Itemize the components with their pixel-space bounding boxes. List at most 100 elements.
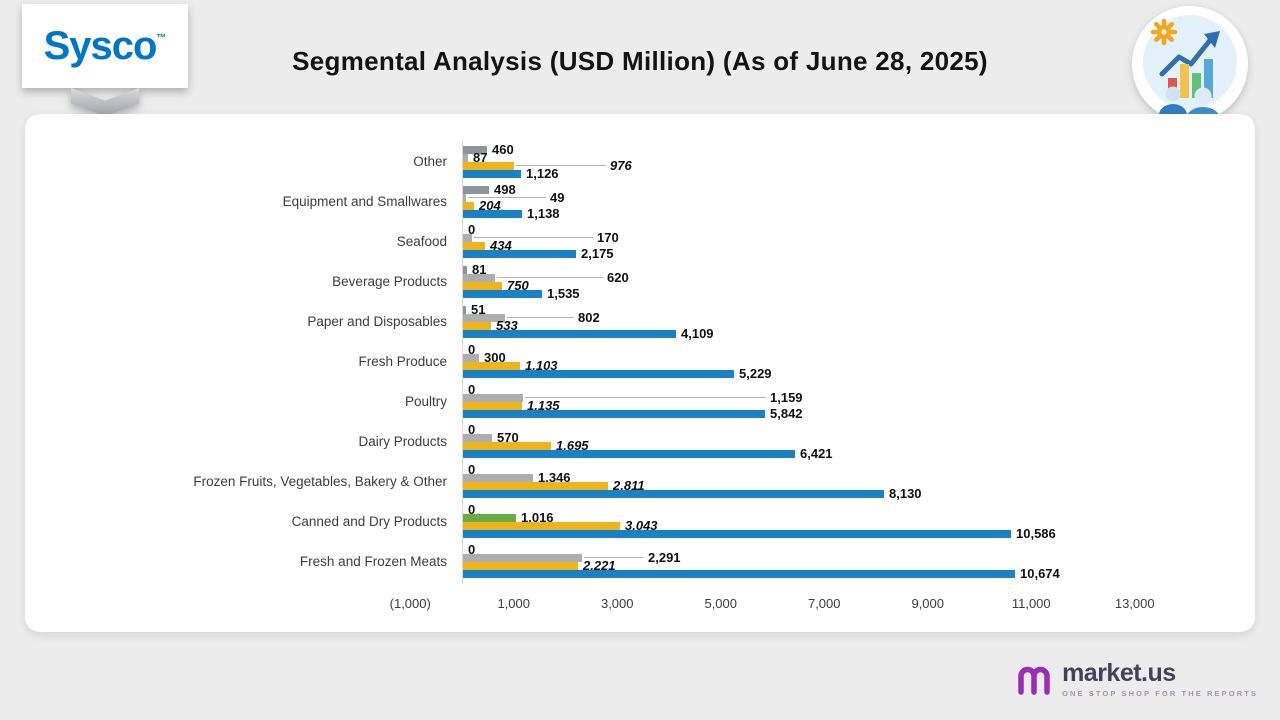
category-label: Paper and Disposables	[307, 314, 447, 329]
bar-value-label: 2,811	[613, 478, 645, 493]
bar	[463, 434, 492, 442]
bar-value-label: 81	[472, 262, 487, 277]
category-label: Dairy Products	[358, 434, 447, 449]
bar	[463, 194, 466, 202]
bar	[463, 514, 516, 522]
bar	[463, 186, 489, 194]
bar	[463, 570, 1015, 578]
bar-value-label: 0	[468, 222, 476, 237]
bar	[463, 354, 479, 362]
bar-value-label: 8,130	[889, 486, 922, 501]
sysco-wordmark: Sysco™	[44, 24, 167, 69]
bar	[463, 266, 467, 274]
bar-value-label: 0	[468, 422, 476, 437]
bar	[463, 490, 884, 498]
page-title: Segmental Analysis (USD Million) (As of …	[292, 46, 988, 76]
bar-value-label: 5,842	[770, 406, 803, 421]
market-us-name: market.us	[1062, 658, 1176, 687]
bar-value-label: 2,291	[648, 550, 681, 565]
bar	[463, 154, 468, 162]
bar-value-label: 10,674	[1020, 566, 1060, 581]
bar-value-label: 460	[492, 142, 514, 157]
trademark-symbol: ™	[156, 32, 167, 44]
bar	[463, 530, 1011, 538]
bar	[463, 330, 676, 338]
bar-value-label: 498	[494, 182, 516, 197]
bar	[463, 290, 542, 298]
x-axis-tick-label: 7,000	[807, 596, 841, 611]
bar	[463, 482, 608, 490]
x-axis-tick-label: 13,000	[1114, 596, 1155, 611]
category-label: Seafood	[396, 234, 447, 249]
label-leader-line	[507, 317, 574, 318]
bar-value-label: 0	[468, 342, 476, 357]
bar	[463, 402, 522, 410]
bar-value-label: 533	[496, 318, 518, 333]
bar	[463, 522, 620, 530]
x-axis-tick-label: 5,000	[704, 596, 738, 611]
bar-value-label: 570	[497, 430, 519, 445]
bar-value-label: 750	[507, 278, 529, 293]
bar	[463, 362, 520, 370]
x-axis-tick-label: 1,000	[497, 596, 531, 611]
bar-value-label: 51	[471, 302, 486, 317]
category-label: Poultry	[404, 394, 447, 409]
bar	[463, 282, 502, 290]
label-leader-line	[474, 237, 593, 238]
bar-value-label: 300	[484, 350, 506, 365]
bar	[463, 410, 765, 418]
bar-value-label: 10,586	[1016, 526, 1056, 541]
label-leader-line	[468, 197, 546, 198]
category-label: Equipment and Smallwares	[282, 194, 447, 209]
category-label: Canned and Dry Products	[291, 514, 447, 529]
bar	[463, 162, 514, 170]
bar	[463, 210, 522, 218]
sysco-logo-box: Sysco™	[22, 4, 188, 88]
market-us-m-icon	[1018, 666, 1050, 695]
bar-value-label: 1,138	[527, 206, 560, 221]
label-leader-line	[525, 397, 766, 398]
bar-value-label: 620	[607, 270, 629, 285]
bar	[463, 322, 491, 330]
bar-value-label: 1,159	[770, 390, 803, 405]
sysco-wordmark-text: Sysco	[43, 23, 158, 68]
bar-value-label: 1,126	[526, 166, 559, 181]
category-label: Beverage Products	[332, 274, 447, 289]
market-us-tagline: ONE STOP SHOP FOR THE REPORTS	[1062, 688, 1258, 698]
bar-value-label: 1,346	[538, 470, 571, 485]
bar	[463, 450, 795, 458]
bar	[463, 474, 533, 482]
label-leader-line	[584, 557, 644, 558]
x-axis-tick-label: 9,000	[911, 596, 945, 611]
chart-card: Other Equipment and Smallwares Seafood Beve…	[25, 114, 1255, 632]
category-label: Fresh Produce	[358, 354, 447, 369]
bar	[463, 170, 521, 178]
bar	[463, 306, 466, 314]
bar	[463, 250, 576, 258]
x-axis-tick-label: 11,000	[1011, 596, 1051, 611]
bar-value-label: 6,421	[800, 446, 833, 461]
bar-value-label: 204	[479, 198, 501, 213]
growth-arrow-icon	[1159, 31, 1220, 77]
bar-value-label: 4,109	[681, 326, 714, 341]
label-leader-line	[497, 277, 603, 278]
label-leader-line	[516, 165, 606, 166]
bar-value-label: 434	[490, 238, 512, 253]
x-axis-tick-label: (1,000)	[389, 596, 431, 611]
bar	[463, 562, 578, 570]
bar-value-label: 0	[468, 502, 476, 517]
bar	[463, 146, 487, 154]
bar-value-label: 0	[468, 382, 476, 397]
people-icon	[1159, 86, 1220, 119]
x-axis-tick-label: 3,000	[600, 596, 634, 611]
bar	[463, 314, 505, 322]
bar	[463, 394, 523, 402]
bar-value-label: 2,175	[581, 246, 614, 261]
bar-value-label: 87	[473, 150, 488, 165]
category-label: Other	[413, 154, 447, 169]
market-us-text: market.us ONE STOP SHOP FOR THE REPORTS	[1062, 658, 1258, 698]
bar-value-label: 2,221	[583, 558, 616, 573]
bar	[463, 554, 582, 562]
bar	[463, 234, 472, 242]
